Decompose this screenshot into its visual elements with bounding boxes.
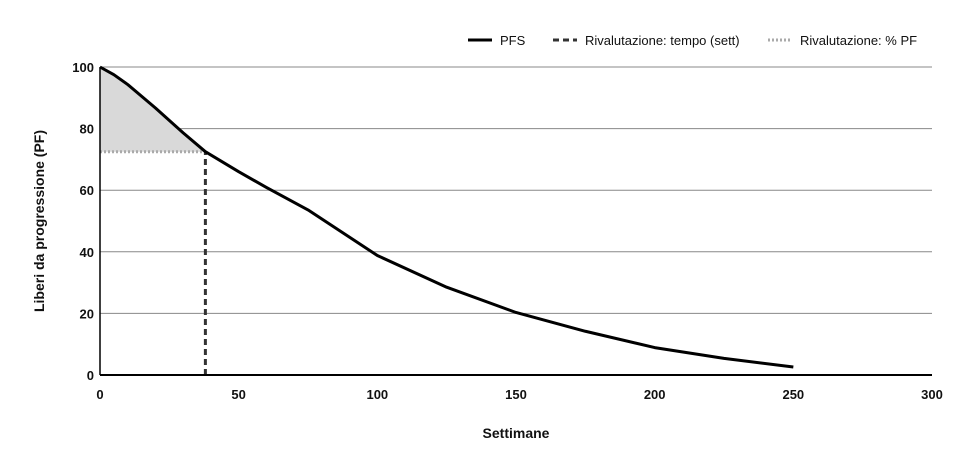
x-tick-100: 100 xyxy=(366,387,388,402)
y-tick-0: 0 xyxy=(87,368,94,383)
x-tick-250: 250 xyxy=(782,387,804,402)
x-tick-300: 300 xyxy=(921,387,943,402)
y-tick-60: 60 xyxy=(80,183,94,198)
x-tick-200: 200 xyxy=(644,387,666,402)
y-tick-labels: 0 20 40 60 80 100 xyxy=(72,60,94,383)
y-tick-20: 20 xyxy=(80,306,94,321)
x-tick-0: 0 xyxy=(96,387,103,402)
x-tick-labels: 0 50 100 150 200 250 300 xyxy=(96,387,942,402)
legend: PFS Rivalutazione: tempo (sett) Rivalutazi… xyxy=(468,33,917,48)
y-axis-title: Liberi da progressione (PF) xyxy=(31,130,47,312)
legend-label-solid: PFS xyxy=(500,33,526,48)
x-axis-title: Settimane xyxy=(483,425,550,441)
series-lines xyxy=(99,65,794,375)
y-tick-40: 40 xyxy=(80,245,94,260)
legend-label-dashed: Rivalutazione: tempo (sett) xyxy=(585,33,740,48)
grid-lines xyxy=(100,66,932,314)
series-solid-line xyxy=(99,65,794,369)
axes xyxy=(99,67,932,376)
x-tick-150: 150 xyxy=(505,387,527,402)
y-tick-80: 80 xyxy=(80,122,94,137)
legend-label-dotted: Rivalutazione: % PF xyxy=(800,33,917,48)
x-tick-50: 50 xyxy=(231,387,245,402)
y-tick-100: 100 xyxy=(72,60,94,75)
